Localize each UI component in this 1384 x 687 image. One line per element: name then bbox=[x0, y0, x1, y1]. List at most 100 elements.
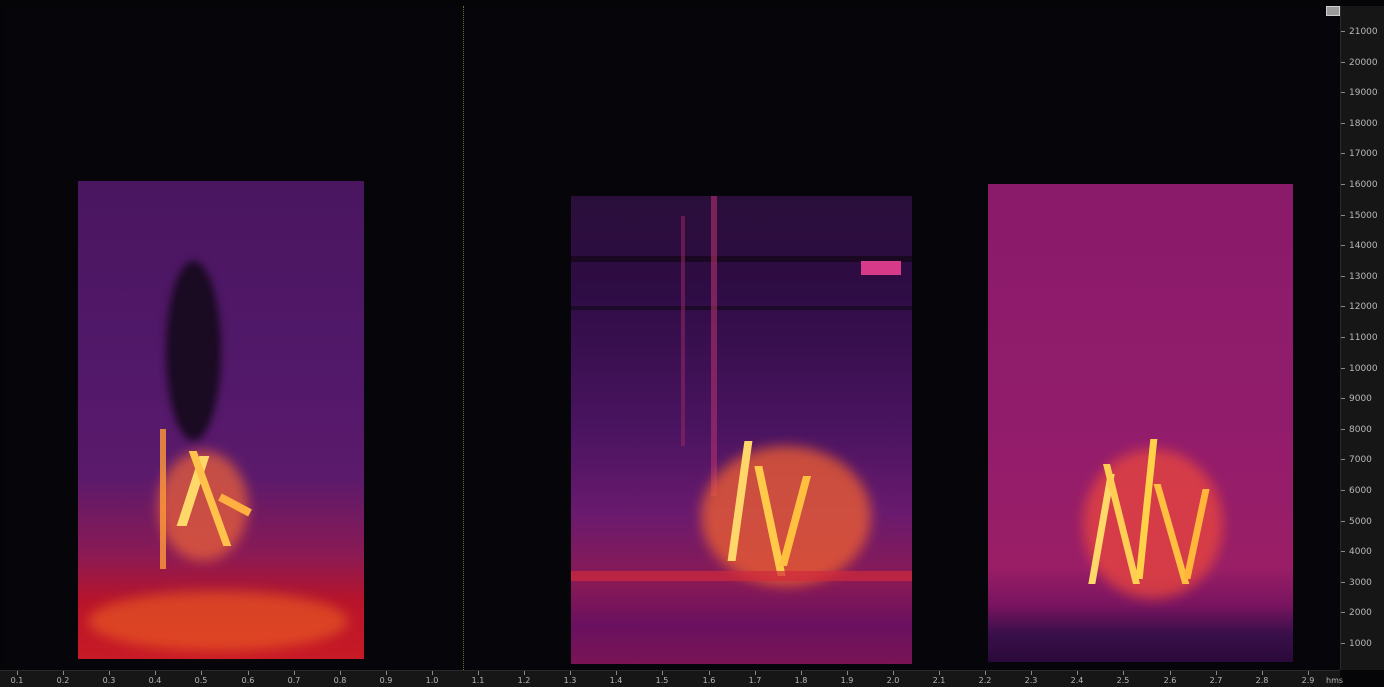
x-axis-tick bbox=[893, 671, 894, 675]
x-axis-tick bbox=[1123, 671, 1124, 675]
x-axis-label: 0.3 bbox=[102, 676, 116, 685]
x-axis-label: 1.2 bbox=[517, 676, 531, 685]
y-axis-tick bbox=[1341, 62, 1345, 63]
x-axis-label: 1.6 bbox=[702, 676, 716, 685]
y-axis-tick bbox=[1341, 153, 1345, 154]
x-axis-tick bbox=[939, 671, 940, 675]
x-axis-label: 1.4 bbox=[609, 676, 623, 685]
x-axis-tick bbox=[432, 671, 433, 675]
x-axis-label: 1.9 bbox=[840, 676, 854, 685]
y-axis-tick bbox=[1341, 245, 1345, 246]
x-axis-label: 2.6 bbox=[1163, 676, 1177, 685]
y-axis-label: 12000 bbox=[1349, 302, 1378, 312]
x-axis-tick bbox=[570, 671, 571, 675]
y-axis-tick bbox=[1341, 31, 1345, 32]
y-axis-tick bbox=[1341, 215, 1345, 216]
y-axis-tick bbox=[1341, 92, 1345, 93]
spectrogram-plot[interactable] bbox=[6, 6, 1340, 670]
y-axis-label: 15000 bbox=[1349, 211, 1378, 221]
x-axis-label: 0.2 bbox=[56, 676, 70, 685]
x-axis-label: 0.6 bbox=[241, 676, 255, 685]
y-axis-tick bbox=[1341, 306, 1345, 307]
x-axis-tick bbox=[478, 671, 479, 675]
x-axis-tick bbox=[616, 671, 617, 675]
x-axis-tick bbox=[1262, 671, 1263, 675]
x-axis-tick bbox=[340, 671, 341, 675]
x-axis-label: 1.7 bbox=[748, 676, 762, 685]
x-axis-tick bbox=[386, 671, 387, 675]
x-axis-label: 2.3 bbox=[1024, 676, 1038, 685]
x-axis-label: 2.9 bbox=[1301, 676, 1315, 685]
x-axis-tick bbox=[248, 671, 249, 675]
y-axis-tick bbox=[1341, 368, 1345, 369]
y-axis-tick bbox=[1341, 123, 1345, 124]
y-axis-tick bbox=[1341, 398, 1345, 399]
x-axis-tick bbox=[1216, 671, 1217, 675]
y-axis-label: 5000 bbox=[1349, 517, 1372, 527]
x-axis-label: 2.7 bbox=[1209, 676, 1223, 685]
x-axis-label: 0.9 bbox=[379, 676, 393, 685]
x-axis-tick bbox=[1077, 671, 1078, 675]
y-axis-label: 17000 bbox=[1349, 149, 1378, 159]
y-axis-label: 18000 bbox=[1349, 119, 1378, 129]
x-axis-tick bbox=[109, 671, 110, 675]
view-toggle-icon[interactable] bbox=[1326, 6, 1340, 16]
y-axis-tick bbox=[1341, 490, 1345, 491]
x-axis-tick bbox=[294, 671, 295, 675]
y-axis-label: 9000 bbox=[1349, 394, 1372, 404]
y-axis-tick bbox=[1341, 184, 1345, 185]
y-axis-label: 2000 bbox=[1349, 608, 1372, 618]
y-axis-label: 19000 bbox=[1349, 88, 1378, 98]
y-axis-label: 1000 bbox=[1349, 639, 1372, 649]
y-axis-tick bbox=[1341, 612, 1345, 613]
y-axis-label: 11000 bbox=[1349, 333, 1378, 343]
x-axis-tick bbox=[662, 671, 663, 675]
x-axis-label: 2.2 bbox=[978, 676, 992, 685]
y-axis-tick bbox=[1341, 582, 1345, 583]
x-axis-label: 0.8 bbox=[333, 676, 347, 685]
audio-segment-2 bbox=[571, 196, 912, 664]
y-axis-label: 6000 bbox=[1349, 486, 1372, 496]
time-axis-unit: hms bbox=[1326, 676, 1344, 685]
x-axis-label: 2.0 bbox=[886, 676, 900, 685]
x-axis-label: 1.0 bbox=[425, 676, 439, 685]
x-axis-label: 1.1 bbox=[471, 676, 485, 685]
frequency-axis: 21000 20000 19000 18000 17000 16000 15000 14000… bbox=[1340, 6, 1384, 670]
x-axis-label: 2.4 bbox=[1070, 676, 1084, 685]
x-axis-tick bbox=[524, 671, 525, 675]
y-axis-label: 16000 bbox=[1349, 180, 1378, 190]
x-axis-tick bbox=[17, 671, 18, 675]
x-axis-label: 2.5 bbox=[1116, 676, 1130, 685]
x-axis-tick bbox=[1170, 671, 1171, 675]
x-axis-tick bbox=[985, 671, 986, 675]
x-axis-label: 0.7 bbox=[287, 676, 301, 685]
playback-cursor[interactable] bbox=[463, 6, 464, 670]
y-axis-label: 20000 bbox=[1349, 58, 1378, 68]
x-axis-label: 0.1 bbox=[10, 676, 24, 685]
y-axis-tick bbox=[1341, 429, 1345, 430]
y-axis-tick bbox=[1341, 459, 1345, 460]
x-axis-label: 1.8 bbox=[794, 676, 808, 685]
x-axis-tick bbox=[755, 671, 756, 675]
y-axis-tick bbox=[1341, 521, 1345, 522]
y-axis-label: 7000 bbox=[1349, 455, 1372, 465]
x-axis-tick bbox=[709, 671, 710, 675]
x-axis-tick bbox=[1308, 671, 1309, 675]
audio-segment-3 bbox=[988, 184, 1293, 662]
x-axis-label: 0.5 bbox=[194, 676, 208, 685]
y-axis-tick bbox=[1341, 337, 1345, 338]
time-axis: 0.1 0.2 0.3 0.4 0.5 0.6 0.7 0.8 0.9 1.0 1.1 1.2 1.3 1… bbox=[0, 670, 1340, 687]
x-axis-label: 0.4 bbox=[148, 676, 162, 685]
x-axis-tick bbox=[63, 671, 64, 675]
x-axis-label: 2.1 bbox=[932, 676, 946, 685]
x-axis-label: 1.3 bbox=[563, 676, 577, 685]
y-axis-label: 13000 bbox=[1349, 272, 1378, 282]
y-axis-label: 10000 bbox=[1349, 364, 1378, 374]
y-axis-label: 3000 bbox=[1349, 578, 1372, 588]
y-axis-tick bbox=[1341, 643, 1345, 644]
x-axis-label: 2.8 bbox=[1255, 676, 1269, 685]
y-axis-label: 14000 bbox=[1349, 241, 1378, 251]
x-axis-tick bbox=[847, 671, 848, 675]
audio-segment-1 bbox=[78, 181, 364, 659]
